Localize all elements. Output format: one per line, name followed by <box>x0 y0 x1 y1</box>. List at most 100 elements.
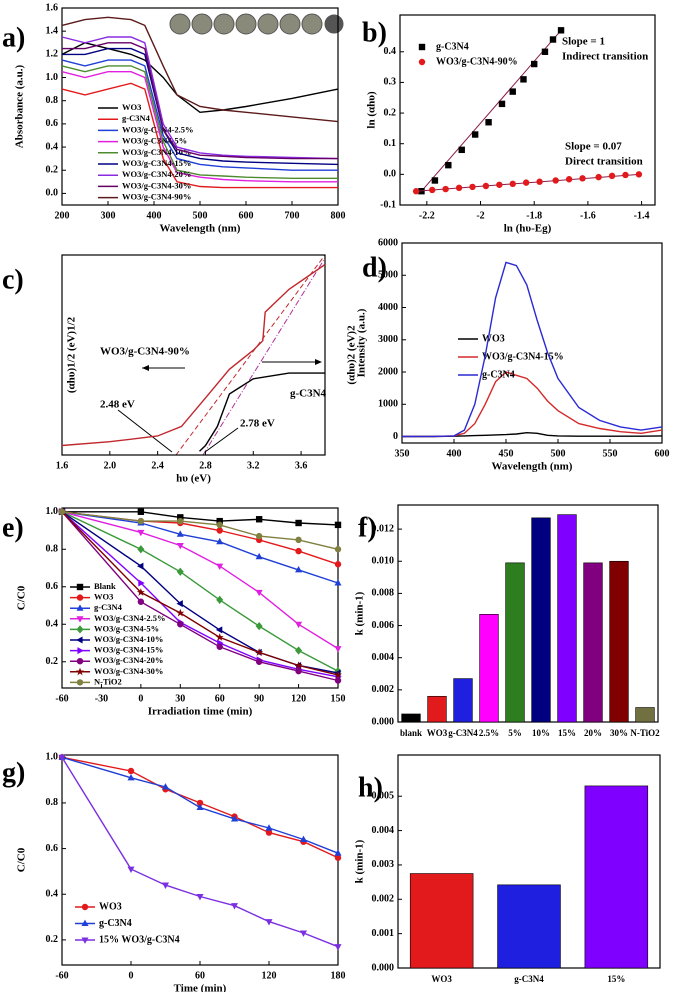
x-tick-label: 90 <box>254 693 264 704</box>
legend-label: WO3/g-C3N4-10% <box>122 147 191 157</box>
marker <box>230 903 239 910</box>
marker <box>137 562 144 570</box>
panel-label: e) <box>2 512 24 543</box>
marker <box>295 667 302 675</box>
marker <box>216 517 223 525</box>
marker <box>334 546 342 553</box>
x-tick-label: -60 <box>55 970 68 981</box>
y-tick-label: 6000 <box>378 237 398 248</box>
x-axis-label: ln (hυ-Eg) <box>504 223 552 235</box>
x-tick-label: 3.2 <box>247 460 260 471</box>
legend-label: WO3/g-C3N4-30% <box>94 666 163 676</box>
series-line <box>61 59 338 171</box>
marker <box>608 172 616 180</box>
plot-frame <box>61 507 339 689</box>
marker <box>334 646 342 653</box>
bar <box>409 873 474 969</box>
y-tick-label: 0.000 <box>372 716 395 727</box>
series-line <box>402 431 663 438</box>
legend-label: g-C3N4 <box>94 602 123 612</box>
marker <box>295 646 303 655</box>
marker <box>137 517 145 525</box>
legend-marker <box>76 658 84 665</box>
marker <box>557 27 565 34</box>
plot-frame <box>61 254 326 456</box>
marker <box>579 175 586 182</box>
y-tick-label: 0.2 <box>46 934 59 945</box>
y-tick-label: 1.2 <box>46 49 59 60</box>
panel-label: d) <box>362 252 387 283</box>
series-line <box>61 16 339 123</box>
x-tick-label: g-C3N4 <box>514 974 544 984</box>
marker <box>137 529 145 537</box>
y-tick-label: 0.8 <box>46 95 59 106</box>
photo <box>213 13 235 35</box>
y-tick-label: 0.2 <box>384 107 397 118</box>
x-tick-label: 0 <box>129 970 134 981</box>
series-line <box>61 756 339 948</box>
y-tick-label: 1.4 <box>46 25 59 36</box>
marker <box>295 519 302 527</box>
bar <box>497 884 561 969</box>
photo <box>301 13 323 35</box>
legend-label: WO3/g-C3N4-30% <box>122 180 191 190</box>
x-tick-label: 2.0 <box>104 460 117 471</box>
marker <box>255 621 263 631</box>
marker <box>177 621 184 628</box>
marker <box>196 803 204 811</box>
photo <box>279 13 301 35</box>
marker <box>215 626 223 634</box>
y-tick-label: 0.6 <box>46 843 59 854</box>
legend-label: WO3/g-C3N4-5% <box>122 136 187 146</box>
legend-marker <box>81 919 89 927</box>
x-tick-label: 400 <box>147 210 162 221</box>
legend-label: WO3 <box>482 333 505 344</box>
marker <box>429 186 436 194</box>
legend-marker <box>76 679 84 686</box>
marker <box>509 180 516 188</box>
marker <box>176 600 183 608</box>
legend-label: WO3/g-C3N4-10% <box>94 634 163 644</box>
marker <box>255 516 263 523</box>
bar <box>584 785 649 969</box>
x-tick-label: 30 <box>175 693 185 704</box>
marker <box>469 183 476 191</box>
series-line <box>401 261 663 438</box>
marker <box>58 754 66 762</box>
x-tick-label: 200 <box>55 210 70 221</box>
x-tick-label: 550 <box>603 448 618 459</box>
marker <box>295 566 303 573</box>
panel-label: g) <box>2 757 25 788</box>
bar <box>609 560 629 723</box>
y-tick-label: 0.002 <box>372 684 395 695</box>
y-tick-label: 2000 <box>378 366 398 377</box>
marker <box>442 185 449 193</box>
x-tick-label: 10% <box>532 728 550 738</box>
marker <box>177 517 184 525</box>
legend-marker <box>76 604 84 611</box>
y-tick-label: 0.2 <box>46 656 59 667</box>
sample-photos <box>169 13 344 35</box>
legend-marker <box>77 647 84 655</box>
marker <box>216 537 224 545</box>
marker <box>458 146 465 154</box>
x-tick-label: 800 <box>331 210 346 221</box>
photo <box>235 13 257 35</box>
marker <box>482 182 490 190</box>
legend-label: 15% WO3/g-C3N4 <box>99 934 180 945</box>
series-line <box>61 82 338 189</box>
x-tick-label: 1.6 <box>56 460 69 471</box>
x-tick-label: 15% <box>607 974 625 984</box>
x-tick-label: -1.8 <box>526 210 542 221</box>
marker <box>137 508 145 515</box>
x-tick-label: -60 <box>55 693 68 704</box>
y-tick-label: 0.0 <box>46 188 59 199</box>
marker <box>265 824 273 831</box>
legend-label: WO3/g-C3N4-5% <box>94 623 159 633</box>
bar <box>583 562 603 723</box>
y-axis-label: C/C0 <box>16 585 28 610</box>
marker <box>595 173 602 181</box>
panel-label: h) <box>358 772 383 803</box>
legend-label: WO3 <box>99 901 122 912</box>
marker <box>127 773 135 781</box>
